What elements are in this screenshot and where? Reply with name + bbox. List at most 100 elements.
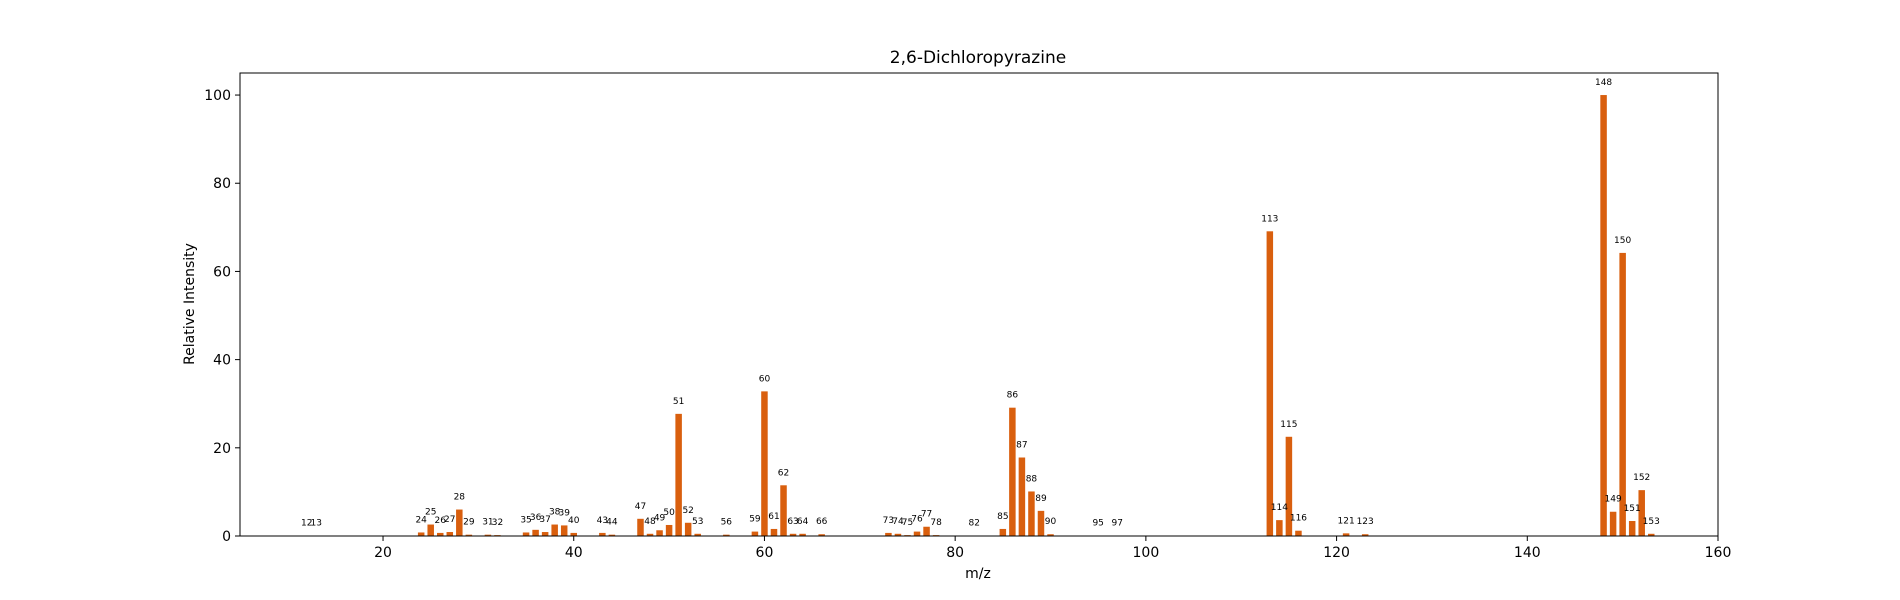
bar-label-mz-28: 28 bbox=[454, 493, 466, 503]
x-tick-label: 20 bbox=[374, 545, 392, 561]
y-tick-label: 40 bbox=[213, 353, 231, 369]
bar-label-mz-121: 121 bbox=[1338, 516, 1355, 526]
bar-label-mz-50: 50 bbox=[663, 508, 675, 518]
bar-mz-36 bbox=[532, 529, 539, 536]
y-axis-label: Relative Intensity bbox=[182, 243, 198, 365]
bar-label-mz-63: 63 bbox=[787, 517, 798, 527]
bar-label-mz-48: 48 bbox=[644, 517, 656, 527]
bar-mz-61 bbox=[770, 528, 778, 536]
bar-mz-50 bbox=[665, 524, 673, 536]
bar-label-mz-56: 56 bbox=[721, 518, 733, 528]
y-tick-label: 20 bbox=[213, 441, 231, 457]
bar-mz-90 bbox=[1047, 534, 1054, 536]
bar-label-mz-88: 88 bbox=[1026, 474, 1038, 484]
bar-mz-87 bbox=[1018, 457, 1026, 536]
bar-label-mz-77: 77 bbox=[921, 510, 932, 520]
bar-label-mz-85: 85 bbox=[997, 512, 1008, 522]
bar-label-mz-64: 64 bbox=[797, 517, 809, 527]
bar-label-mz-76: 76 bbox=[911, 515, 923, 525]
bar-mz-25 bbox=[427, 524, 434, 536]
bar-label-mz-59: 59 bbox=[749, 515, 761, 525]
bar-mz-123 bbox=[1361, 534, 1369, 536]
bar-mz-152 bbox=[1638, 490, 1645, 536]
bar-label-mz-61: 61 bbox=[768, 512, 779, 522]
bar-mz-49 bbox=[656, 530, 663, 536]
bar-mz-66 bbox=[818, 534, 825, 536]
bar-mz-77 bbox=[923, 526, 930, 536]
bar-label-mz-82: 82 bbox=[969, 519, 980, 529]
bar-mz-35 bbox=[522, 532, 530, 536]
bar-mz-51 bbox=[675, 413, 682, 536]
bar-label-mz-151: 151 bbox=[1624, 504, 1641, 514]
bar-label-mz-52: 52 bbox=[682, 506, 693, 516]
bar-label-mz-36: 36 bbox=[530, 513, 542, 523]
bar-label-mz-49: 49 bbox=[654, 513, 666, 523]
bar-label-mz-53: 53 bbox=[692, 517, 703, 527]
bar-mz-121 bbox=[1342, 533, 1350, 536]
bar-mz-31 bbox=[484, 534, 492, 536]
bar-label-mz-39: 39 bbox=[558, 508, 570, 518]
plot-area-frame bbox=[239, 72, 1719, 537]
bar-mz-149 bbox=[1609, 511, 1617, 536]
x-axis-label: m/z bbox=[965, 566, 991, 582]
bar-mz-73 bbox=[885, 532, 892, 536]
bar-label-mz-78: 78 bbox=[930, 518, 942, 528]
bar-mz-24 bbox=[417, 532, 425, 536]
bar-mz-56 bbox=[723, 534, 730, 536]
y-tick-label: 0 bbox=[222, 529, 231, 545]
bar-label-mz-60: 60 bbox=[759, 374, 771, 384]
x-tick-label: 140 bbox=[1514, 545, 1541, 561]
y-tick-label: 80 bbox=[213, 176, 231, 192]
bar-mz-88 bbox=[1028, 491, 1035, 536]
bar-label-mz-32: 32 bbox=[492, 518, 503, 528]
chart-title: 2,6-Dichloropyrazine bbox=[890, 48, 1066, 68]
bar-label-mz-35: 35 bbox=[520, 515, 531, 525]
bar-mz-89 bbox=[1037, 510, 1045, 536]
bar-mz-76 bbox=[913, 531, 921, 536]
bar-label-mz-116: 116 bbox=[1290, 514, 1307, 524]
bar-label-mz-62: 62 bbox=[778, 468, 789, 478]
bar-mz-53 bbox=[694, 533, 701, 536]
bar-mz-64 bbox=[799, 533, 806, 536]
bar-mz-48 bbox=[646, 533, 654, 536]
bar-mz-27 bbox=[446, 532, 454, 536]
bar-label-mz-90: 90 bbox=[1045, 517, 1057, 527]
bar-label-mz-95: 95 bbox=[1092, 519, 1103, 529]
bar-mz-62 bbox=[780, 485, 787, 536]
x-tick-label: 100 bbox=[1133, 545, 1160, 561]
bar-label-mz-123: 123 bbox=[1357, 517, 1374, 527]
bar-label-mz-148: 148 bbox=[1595, 78, 1612, 88]
x-tick-label: 80 bbox=[946, 545, 964, 561]
x-tick-label: 60 bbox=[756, 545, 774, 561]
bar-label-mz-37: 37 bbox=[539, 515, 550, 525]
bar-mz-47 bbox=[637, 518, 644, 536]
bar-label-mz-38: 38 bbox=[549, 508, 561, 518]
bar-mz-59 bbox=[751, 531, 759, 536]
bar-label-mz-31: 31 bbox=[482, 518, 493, 528]
bar-mz-37 bbox=[541, 532, 549, 536]
bar-label-mz-73: 73 bbox=[883, 516, 894, 526]
bar-label-mz-26: 26 bbox=[435, 516, 447, 526]
x-tick-label: 160 bbox=[1705, 545, 1732, 561]
y-tick-label: 100 bbox=[204, 88, 231, 104]
bar-mz-150 bbox=[1619, 252, 1626, 536]
bar-mz-60 bbox=[761, 391, 768, 536]
bar-mz-153 bbox=[1648, 533, 1655, 536]
bar-mz-39 bbox=[560, 525, 568, 536]
x-tick-label: 120 bbox=[1323, 545, 1350, 561]
bar-label-mz-13: 13 bbox=[311, 519, 322, 529]
bar-mz-86 bbox=[1009, 407, 1016, 536]
bar-label-mz-113: 113 bbox=[1261, 214, 1278, 224]
bar-label-mz-12: 12 bbox=[301, 519, 312, 529]
bar-label-mz-75: 75 bbox=[902, 518, 913, 528]
bar-mz-113 bbox=[1266, 231, 1274, 536]
bar-label-mz-51: 51 bbox=[673, 397, 684, 407]
bar-mz-74 bbox=[894, 533, 902, 536]
bar-label-mz-29: 29 bbox=[463, 518, 475, 528]
bar-label-mz-47: 47 bbox=[635, 502, 646, 512]
bar-label-mz-86: 86 bbox=[1007, 391, 1019, 401]
y-tick-label: 60 bbox=[213, 264, 231, 280]
bar-mz-29 bbox=[465, 534, 473, 536]
